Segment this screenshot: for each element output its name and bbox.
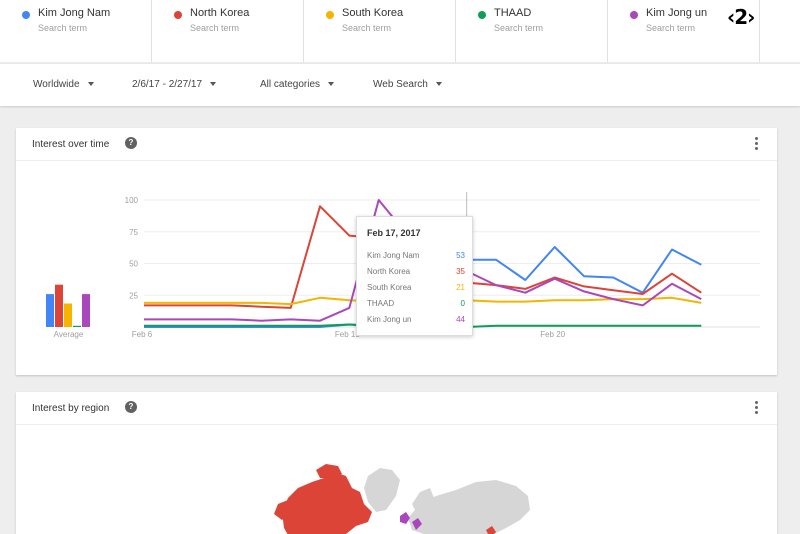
term-name: Kim Jong un bbox=[646, 7, 708, 19]
average-bar bbox=[82, 294, 90, 327]
world-map[interactable] bbox=[16, 392, 777, 534]
average-label: Average bbox=[54, 330, 84, 339]
term-color-dot bbox=[478, 11, 486, 19]
interest-by-region-card: Interest by region ? bbox=[16, 392, 777, 534]
map-region-eurasia[interactable] bbox=[408, 480, 530, 534]
search-type-filter[interactable]: Web Search bbox=[373, 79, 442, 90]
card-header: Interest over time ? bbox=[16, 128, 777, 161]
category-filter[interactable]: All categories bbox=[260, 79, 335, 90]
y-tick-label: 100 bbox=[125, 196, 139, 205]
category-label: All categories bbox=[260, 79, 321, 90]
more-terms-button[interactable]: ‹2› bbox=[727, 5, 755, 29]
term-type: Search term bbox=[494, 23, 544, 33]
x-tick-label: Feb 20 bbox=[540, 330, 565, 339]
map-region-greenland[interactable] bbox=[364, 468, 400, 512]
map-region-western-europe[interactable] bbox=[412, 518, 422, 530]
card-title: Interest over time bbox=[32, 139, 110, 150]
tooltip-date: Feb 17, 2017 bbox=[367, 228, 421, 238]
y-tick-label: 75 bbox=[129, 228, 138, 237]
caret-down-icon bbox=[87, 82, 94, 87]
map-region-scandinavia[interactable] bbox=[412, 488, 434, 512]
more-options-icon[interactable] bbox=[755, 137, 759, 151]
term-name: THAAD bbox=[494, 7, 532, 19]
term-type: Search term bbox=[38, 23, 88, 33]
average-bar bbox=[46, 294, 54, 327]
search-term-thaad[interactable]: THAAD Search term bbox=[456, 0, 608, 62]
term-name: North Korea bbox=[190, 7, 250, 19]
chart-tooltip: Feb 17, 2017 Kim Jong Nam 53 North Korea… bbox=[356, 216, 473, 336]
search-type-label: Web Search bbox=[373, 79, 428, 90]
map-region-alaska[interactable] bbox=[274, 500, 290, 520]
tooltip-row-name: THAAD bbox=[367, 299, 395, 308]
region-filter-label: Worldwide bbox=[33, 79, 80, 90]
term-type: Search term bbox=[190, 23, 240, 33]
term-type: Search term bbox=[646, 23, 696, 33]
term-type: Search term bbox=[342, 23, 392, 33]
tooltip-row-value: 0 bbox=[460, 299, 465, 308]
more-options-icon[interactable] bbox=[755, 401, 759, 415]
tooltip-row: North Korea 35 bbox=[367, 267, 465, 279]
average-bar bbox=[73, 325, 81, 327]
tooltip-row-name: Kim Jong un bbox=[367, 315, 412, 324]
card-header: Interest by region ? bbox=[16, 392, 777, 425]
y-axis-ticks: 25 50 75 100 bbox=[125, 196, 139, 300]
tooltip-row-name: South Korea bbox=[367, 283, 412, 292]
search-term-kim-jong-un[interactable]: Kim Jong un Search term bbox=[608, 0, 760, 62]
search-term-kim-jong-nam[interactable]: Kim Jong Nam Search term bbox=[0, 0, 152, 62]
map-region-canada-islands[interactable] bbox=[316, 464, 342, 478]
region-filter[interactable]: Worldwide bbox=[33, 79, 94, 90]
help-icon[interactable]: ? bbox=[125, 137, 137, 149]
term-color-dot bbox=[174, 11, 182, 19]
term-color-dot bbox=[630, 11, 638, 19]
search-term-south-korea[interactable]: South Korea Search term bbox=[304, 0, 456, 62]
tooltip-row: THAAD 0 bbox=[367, 299, 465, 311]
x-axis-ticks: Feb 6 Feb 13 Feb 20 bbox=[132, 330, 566, 339]
y-tick-label: 25 bbox=[129, 291, 138, 300]
help-icon[interactable]: ? bbox=[125, 401, 137, 413]
map-region-uk[interactable] bbox=[400, 512, 410, 524]
y-tick-label: 50 bbox=[129, 260, 138, 269]
term-color-dot bbox=[326, 11, 334, 19]
card-title: Interest by region bbox=[32, 403, 110, 414]
caret-down-icon bbox=[328, 82, 335, 87]
tooltip-row-name: North Korea bbox=[367, 267, 411, 276]
term-name: Kim Jong Nam bbox=[38, 7, 111, 19]
tooltip-row-value: 44 bbox=[456, 315, 465, 324]
average-bar bbox=[64, 303, 72, 327]
x-tick-label: Feb 6 bbox=[132, 330, 153, 339]
interest-over-time-card: Interest over time ? Average 25 50 75 100 F… bbox=[16, 128, 777, 375]
tooltip-row: South Korea 21 bbox=[367, 283, 465, 295]
tooltip-row-value: 35 bbox=[456, 267, 465, 276]
term-color-dot bbox=[22, 11, 30, 19]
map-region-east-asia[interactable] bbox=[486, 526, 496, 534]
date-range-label: 2/6/17 - 2/27/17 bbox=[132, 79, 203, 90]
search-terms-bar: Kim Jong Nam Search term North Korea Sea… bbox=[0, 0, 800, 62]
tooltip-row: Kim Jong un 44 bbox=[367, 315, 465, 327]
term-name: South Korea bbox=[342, 7, 404, 19]
tooltip-row-value: 53 bbox=[456, 251, 465, 260]
x-tick-label: Feb 13 bbox=[335, 330, 360, 339]
average-bars: Average bbox=[46, 284, 90, 339]
filter-bar: Worldwide 2/6/17 - 2/27/17 All categorie… bbox=[0, 63, 800, 106]
date-range-filter[interactable]: 2/6/17 - 2/27/17 bbox=[132, 79, 217, 90]
search-term-north-korea[interactable]: North Korea Search term bbox=[152, 0, 304, 62]
average-bar bbox=[55, 284, 63, 327]
tooltip-row: Kim Jong Nam 53 bbox=[367, 251, 465, 263]
caret-down-icon bbox=[435, 82, 442, 87]
tooltip-row-value: 21 bbox=[456, 283, 465, 292]
tooltip-row-name: Kim Jong Nam bbox=[367, 251, 420, 260]
caret-down-icon bbox=[210, 82, 217, 87]
map-region-canada[interactable] bbox=[282, 472, 372, 534]
